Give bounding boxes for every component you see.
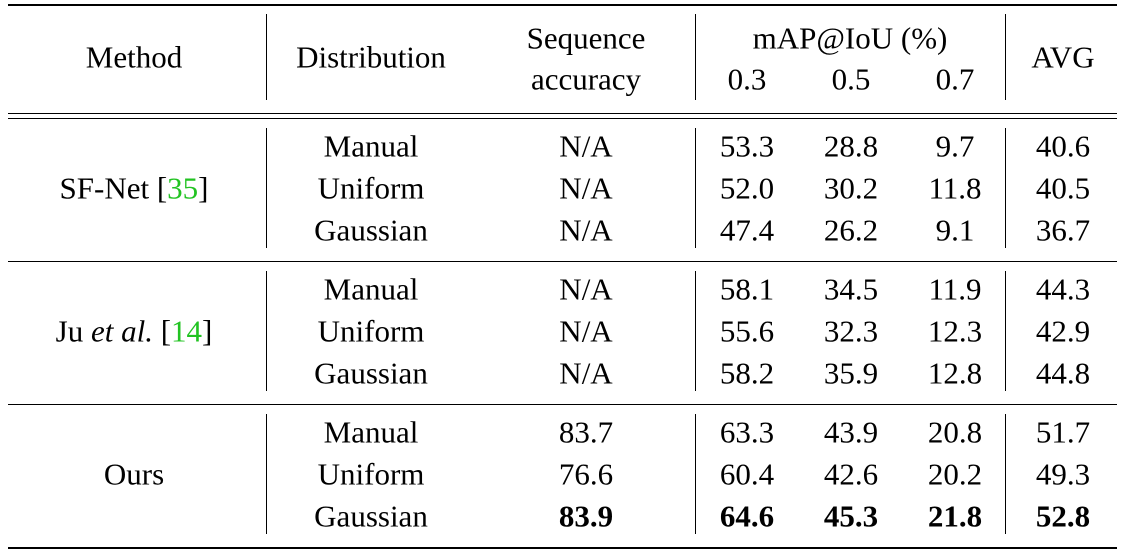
citation-link[interactable]: 35 [167,170,199,206]
header-double-rule-upper [8,113,1117,114]
header-map-iou: mAP@IoU (%) [752,20,948,56]
distribution-cell: Gaussian [314,498,428,534]
bottom-rule [8,547,1117,549]
avg-cell: 40.5 [1035,170,1091,206]
col-divider [695,128,696,248]
distribution-cell: Manual [323,271,419,307]
col-divider [695,414,696,534]
header-avg: AVG [1031,39,1095,75]
col-divider [1005,414,1006,534]
map-cell: 58.2 [719,355,775,391]
header-iou-05: 0.5 [831,61,871,97]
method-name: Ju [55,313,91,349]
map-cell: 32.3 [823,313,879,349]
map-cell: 53.3 [719,128,775,164]
sequence-accuracy-cell: N/A [559,170,613,206]
map-cell: 9.7 [935,128,975,164]
header-iou-03: 0.3 [727,61,767,97]
col-divider [1005,14,1006,100]
map-cell: 20.8 [927,414,983,450]
map-cell: 64.6 [719,498,775,534]
col-divider [1005,128,1006,248]
header-method: Method [85,39,183,75]
sequence-accuracy-cell: N/A [559,128,613,164]
sequence-accuracy-cell: N/A [559,313,613,349]
distribution-cell: Manual [323,128,419,164]
map-cell: 35.9 [823,355,879,391]
header-iou-07: 0.7 [935,61,975,97]
distribution-cell: Gaussian [314,355,428,391]
method-label: Ju et al. [14] [55,313,213,349]
map-cell: 9.1 [935,212,975,248]
sequence-accuracy-cell: N/A [559,271,613,307]
map-cell: 26.2 [823,212,879,248]
method-label: Ours [104,459,164,490]
distribution-cell: Uniform [317,313,425,349]
sequence-accuracy-cell: 76.6 [558,456,614,492]
header-double-rule-lower [8,118,1117,119]
citation-close: ] [202,313,213,349]
sequence-accuracy-cell: N/A [559,212,613,248]
avg-cell: 49.3 [1035,456,1091,492]
col-divider [266,271,267,391]
sequence-accuracy-cell: 83.7 [558,414,614,450]
method-name: Ours [103,456,165,492]
method-label: SF-Net [35] [60,173,209,204]
top-rule [8,4,1117,6]
map-cell: 43.9 [823,414,879,450]
distribution-cell: Uniform [317,170,425,206]
map-cell: 45.3 [823,498,879,534]
col-divider [266,414,267,534]
map-cell: 52.0 [719,170,775,206]
avg-cell: 52.8 [1035,498,1091,534]
map-cell: 63.3 [719,414,775,450]
avg-cell: 36.7 [1035,212,1091,248]
header-sequence: Sequence [526,20,646,56]
map-cell: 34.5 [823,271,879,307]
citation-link[interactable]: 14 [171,313,203,349]
avg-cell: 44.8 [1035,355,1091,391]
header-distribution: Distribution [296,39,446,75]
col-divider [695,271,696,391]
avg-cell: 42.9 [1035,313,1091,349]
map-cell: 28.8 [823,128,879,164]
map-cell: 21.8 [927,498,983,534]
distribution-cell: Uniform [317,456,425,492]
map-cell: 55.6 [719,313,775,349]
map-cell: 58.1 [719,271,775,307]
group-separator-1 [8,261,1117,262]
map-cell: 20.2 [927,456,983,492]
map-cell: 11.9 [928,271,982,307]
map-cell: 42.6 [823,456,879,492]
method-name: SF-Net [ [59,170,168,206]
citation-close: ] [198,170,209,206]
col-divider [695,14,696,100]
map-cell: 47.4 [719,212,775,248]
method-name-italic: et al. [90,313,153,349]
map-cell: 60.4 [719,456,775,492]
avg-cell: 44.3 [1035,271,1091,307]
sequence-accuracy-cell: N/A [559,355,613,391]
header-accuracy: accuracy [530,61,642,97]
sequence-accuracy-cell: 83.9 [558,498,614,534]
map-cell: 12.3 [927,313,983,349]
col-divider [266,128,267,248]
distribution-cell: Gaussian [314,212,428,248]
distribution-cell: Manual [323,414,419,450]
avg-cell: 40.6 [1035,128,1091,164]
col-divider [1005,271,1006,391]
map-cell: 30.2 [823,170,879,206]
map-cell: 11.8 [928,170,982,206]
col-divider [266,14,267,100]
map-cell: 12.8 [927,355,983,391]
group-separator-2 [8,404,1117,405]
avg-cell: 51.7 [1035,414,1091,450]
